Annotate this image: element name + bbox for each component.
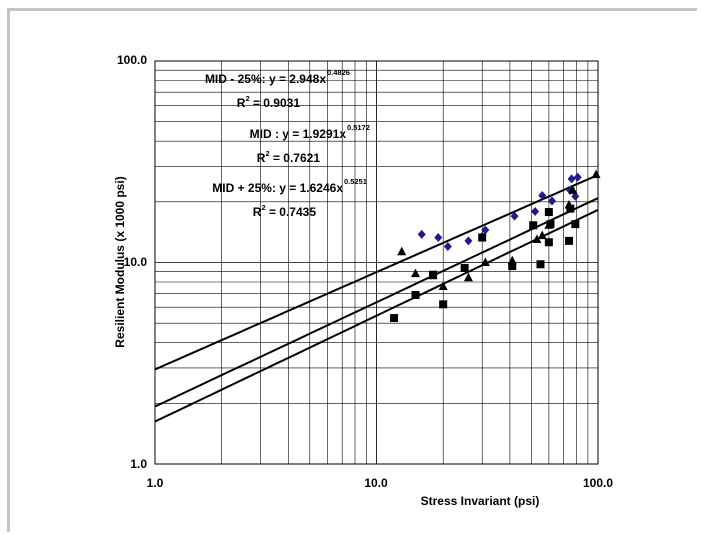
triangle-marker bbox=[532, 234, 542, 244]
square-marker bbox=[536, 260, 545, 269]
diamond-marker bbox=[481, 225, 490, 235]
square-marker bbox=[439, 300, 448, 309]
diamond-marker bbox=[538, 191, 547, 201]
square-marker bbox=[571, 220, 580, 229]
equation-exponent: 0.5172 bbox=[347, 123, 370, 132]
diamond-marker bbox=[571, 191, 580, 201]
trendlines bbox=[154, 173, 599, 423]
square-marker bbox=[529, 221, 538, 230]
r-squared-annotation: R2 = 0.7435 bbox=[253, 203, 317, 219]
chart-frame bbox=[7, 8, 697, 532]
x-tick-label: 1.0 bbox=[147, 476, 164, 490]
x-tick-label: 100.0 bbox=[583, 476, 613, 490]
diamond-marker bbox=[464, 236, 473, 246]
square-marker bbox=[544, 238, 553, 247]
diamond-marker bbox=[548, 196, 557, 206]
equation-annotation: MID + 25%: y = 1.6246x bbox=[212, 181, 343, 195]
square-marker bbox=[566, 204, 575, 213]
diamond-marker bbox=[417, 229, 426, 239]
equation-exponent: 0.5251 bbox=[344, 177, 367, 186]
y-tick-label: 1.0 bbox=[130, 457, 147, 471]
square-marker bbox=[460, 263, 469, 272]
square-marker bbox=[546, 220, 555, 229]
triangle-marker bbox=[537, 230, 547, 240]
triangle-marker bbox=[568, 185, 578, 194]
square-marker bbox=[390, 314, 399, 323]
diamond-marker bbox=[573, 172, 582, 182]
y-axis-label: Resilient Modulus (x 1000 psi) bbox=[113, 176, 127, 347]
diamond-marker bbox=[531, 207, 540, 217]
y-tick-label: 100.0 bbox=[117, 53, 147, 67]
x-axis-label: Stress Invariant (psi) bbox=[421, 494, 540, 508]
trendline bbox=[154, 173, 599, 371]
triangle-marker bbox=[397, 246, 407, 256]
r-squared-annotation: R2 = 0.9031 bbox=[237, 94, 301, 110]
diamond-marker bbox=[443, 242, 452, 252]
r-squared-annotation: R2 = 0.7621 bbox=[257, 149, 321, 165]
square-marker bbox=[508, 262, 517, 271]
diamond-marker bbox=[510, 211, 519, 221]
triangle-marker bbox=[411, 268, 421, 278]
x-tick-label: 10.0 bbox=[364, 476, 388, 490]
triangle-marker bbox=[463, 272, 473, 282]
diamond-marker bbox=[567, 174, 576, 184]
triangle-marker bbox=[591, 169, 601, 179]
triangle-marker bbox=[438, 281, 448, 291]
trendline bbox=[154, 197, 599, 408]
square-marker bbox=[429, 270, 438, 279]
square-marker bbox=[544, 208, 553, 217]
grid bbox=[155, 61, 598, 464]
data-points bbox=[390, 169, 601, 323]
square-marker bbox=[411, 290, 420, 299]
equation-exponent: 0.4826 bbox=[327, 68, 350, 77]
equation-annotation: MID : y = 1.9291x bbox=[250, 127, 347, 141]
y-tick-label: 10.0 bbox=[124, 255, 148, 269]
triangle-marker bbox=[480, 257, 490, 266]
square-marker bbox=[565, 236, 574, 245]
plot-area-border bbox=[154, 60, 599, 465]
trendline bbox=[154, 208, 599, 423]
square-marker bbox=[478, 233, 487, 242]
diamond-marker bbox=[434, 233, 443, 243]
equation-annotation: MID - 25%: y = 2.948x bbox=[205, 72, 326, 86]
